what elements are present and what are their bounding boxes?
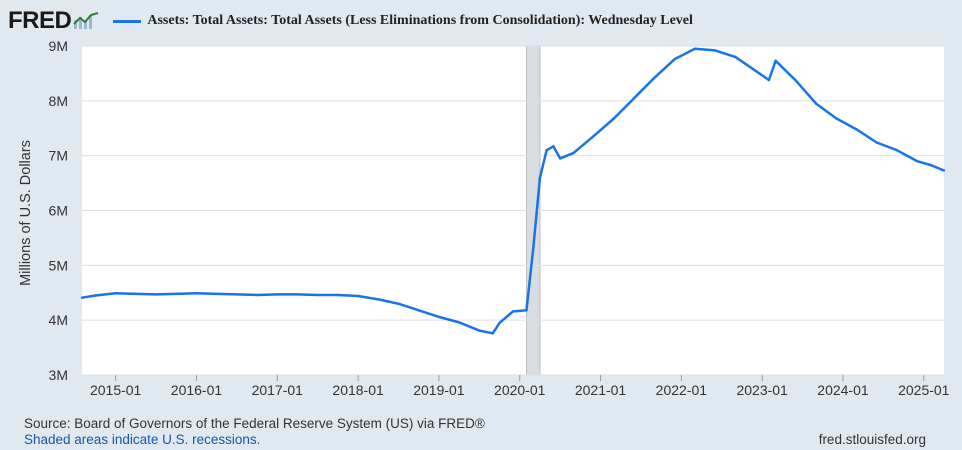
data-point [942,169,946,172]
legend: Assets: Total Assets: Total Assets (Less… [113,13,693,29]
data-point [552,145,555,148]
data-point [592,134,596,138]
data-point [356,294,360,298]
data-point [518,309,521,313]
data-point [612,117,616,120]
data-point [532,247,535,251]
y-tick-label: 4M [49,312,68,328]
x-tick-label: 2022-01 [656,382,708,398]
chart[interactable]: 3M 4M 5M 6M 7M 8M 9M 2015-01 2016-01 2017-01 2018… [0,0,962,410]
data-point [437,315,441,319]
data-point [195,292,198,295]
x-tick-label: 2021-01 [575,382,627,398]
y-tick-label: 8M [49,93,68,109]
x-tick-label: 2024-01 [817,382,869,398]
data-point [895,148,899,152]
data-point [154,293,158,296]
x-tick-label: 2016-01 [171,382,223,398]
y-tick-labels: 3M 4M 5M 6M 7M 8M 9M [49,38,68,383]
data-point [875,141,878,144]
chart-footer: Source: Board of Governors of the Federa… [24,416,485,448]
data-point [498,321,501,325]
data-point [767,78,771,82]
data-point [491,332,494,335]
data-point [558,157,562,160]
data-point [511,310,515,313]
data-point [754,69,757,72]
y-tick-label: 9M [49,38,68,54]
data-point [538,176,542,179]
data-point [336,293,340,297]
data-point [457,321,461,324]
data-point [316,293,319,297]
data-point [276,293,279,296]
x-tick-label: 2023-01 [736,382,788,398]
data-point [693,47,697,50]
series-layer [80,47,946,335]
data-point [175,292,178,296]
y-tick-label: 5M [49,257,68,273]
data-point [713,49,717,52]
data-point [653,76,656,80]
data-point [114,292,117,295]
data-point [545,148,548,152]
x-tick-label: 2018-01 [332,382,384,398]
x-tick-label: 2025-01 [898,382,950,398]
x-tick-label: 2019-01 [413,382,465,398]
legend-label: Assets: Total Assets: Total Assets (Less… [147,13,693,28]
data-point [673,57,676,61]
source-note: Source: Board of Governors of the Federa… [24,416,485,431]
data-point [134,292,138,296]
series-line[interactable] [81,47,945,335]
data-point [417,309,420,312]
legend-swatch [113,19,142,23]
y-tick-label: 6M [49,203,68,219]
data-point [215,292,218,296]
data-point [235,293,239,296]
line-graph-icon [73,12,99,29]
fred-logo[interactable]: FRED [8,7,99,35]
data-point [255,293,259,297]
data-point [794,79,798,82]
data-point [296,293,299,296]
data-point [915,159,919,163]
y-axis-label: Millions of U.S. Dollars [18,140,34,286]
data-point [734,55,737,59]
data-point [377,298,380,301]
data-point [397,302,400,305]
x-tick-label: 2015-01 [90,382,142,398]
y-tick-label: 3M [49,367,68,383]
data-point [478,329,481,332]
data-point [774,59,777,63]
data-point [80,296,84,299]
chart-header: FRED Assets: Total Assets: Total Assets … [8,6,693,36]
data-point [814,102,818,105]
data-point [572,151,575,155]
data-point [633,96,636,100]
data-point [94,294,97,297]
x-tick-label: 2017-01 [252,382,304,398]
data-point [855,128,858,131]
data-point [525,309,528,312]
x-tick-label: 2020-01 [494,382,546,398]
y-tick-label: 7M [49,148,68,164]
grid-layer [82,45,944,376]
site-link[interactable]: fred.stlouisfed.org [818,432,926,447]
data-point [929,163,932,167]
data-point [835,117,838,120]
fred-logo-text: FRED [8,7,72,34]
recession-note: Shaded areas indicate U.S. recessions. [24,432,261,447]
x-tick-labels: 2015-01 2016-01 2017-01 2018-01 2019-01 2020-… [90,375,950,398]
